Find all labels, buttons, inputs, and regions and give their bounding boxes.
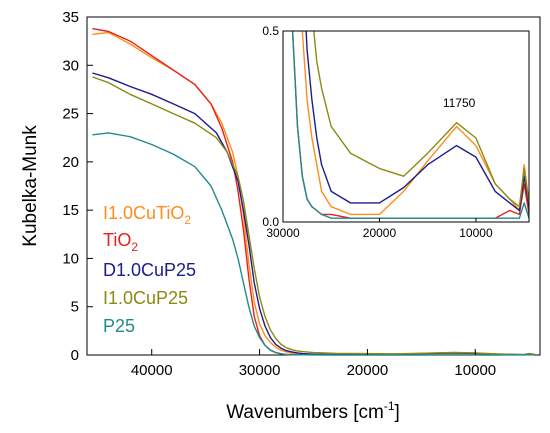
x-tick-label: 20000 [347, 362, 389, 379]
legend-entry-i1-0cutio2: I1.0CuTiO2 [103, 203, 191, 227]
x-tick-label: 30000 [239, 362, 281, 379]
y-tick-label: 5 [71, 299, 79, 316]
y-axis-title: Kubelka-Munk [20, 125, 41, 247]
series-line-p25 [92, 132, 535, 356]
y-tick-label: 25 [62, 106, 79, 123]
x-tick-label: 40000 [131, 362, 173, 379]
series-line-i1-0cup25 [92, 76, 535, 356]
x-tick-label: 10000 [454, 362, 496, 379]
legend-entry-tio2-subscript: 2 [131, 240, 138, 254]
main-x-axis: 40000 30000 20000 10000 [131, 349, 496, 379]
inset-y-axis: 0.0 0.5 [262, 24, 287, 229]
x-axis-title-superscript: -1 [384, 399, 395, 413]
legend-entry-i1-0cutio2-subscript: 2 [184, 213, 191, 227]
inset-series-line-p25 [291, 31, 529, 219]
x-axis-title-end: ] [395, 402, 400, 423]
inset-x-axis: 30000 20000 10000 [266, 218, 493, 240]
y-tick-label: 0 [71, 347, 79, 364]
inset-x-tick-label: 10000 [459, 226, 493, 240]
legend-entry-i1-0cup25: I1.0CuP25 [103, 288, 188, 308]
main-y-axis: 0 5 10 15 20 25 30 35 [62, 9, 93, 364]
inset-x-tick-label: 20000 [363, 226, 397, 240]
y-tick-label: 15 [62, 202, 79, 219]
legend-entry-d1-0cup25: D1.0CuP25 [103, 260, 196, 280]
inset-x-tick-label: 30000 [266, 226, 300, 240]
legend-entry-p25: P25 [103, 316, 135, 336]
inset-series-group [291, 31, 529, 219]
inset-plot-frame [282, 30, 530, 223]
x-axis-title-main: Wavenumbers [cm [226, 402, 384, 423]
y-tick-label: 10 [62, 250, 79, 267]
inset-series-line-i1-0cup25 [313, 31, 529, 208]
legend-entry-tio2-label: TiO [103, 230, 131, 250]
inset-series-line-i1-0cutio2 [301, 31, 529, 216]
inset-peak-annotation: 11750 [443, 96, 476, 110]
inset-series-line-d1-0cup25 [305, 31, 529, 212]
legend-entry-i1-0cutio2-label: I1.0CuTiO [103, 203, 184, 223]
inset-background [283, 31, 529, 222]
inset-y-tick-label: 0.5 [262, 24, 279, 38]
main-plot: 0 5 10 15 20 25 30 35 40000 30000 20000 10000 [62, 9, 541, 379]
inset-plot: 0.0 0.5 30000 20000 10000 11750 [262, 24, 530, 240]
y-tick-label: 30 [62, 57, 79, 74]
y-tick-label: 20 [62, 154, 79, 171]
main-series-group [92, 27, 535, 356]
x-axis-title: Wavenumbers [cm-1] [226, 399, 400, 423]
y-tick-label: 35 [62, 9, 79, 26]
legend: I1.0CuTiO2 TiO2 D1.0CuP25 I1.0CuP25 P25 [103, 203, 196, 336]
inset-y-tick-label: 0.0 [262, 215, 279, 229]
legend-entry-tio2: TiO2 [103, 230, 138, 254]
